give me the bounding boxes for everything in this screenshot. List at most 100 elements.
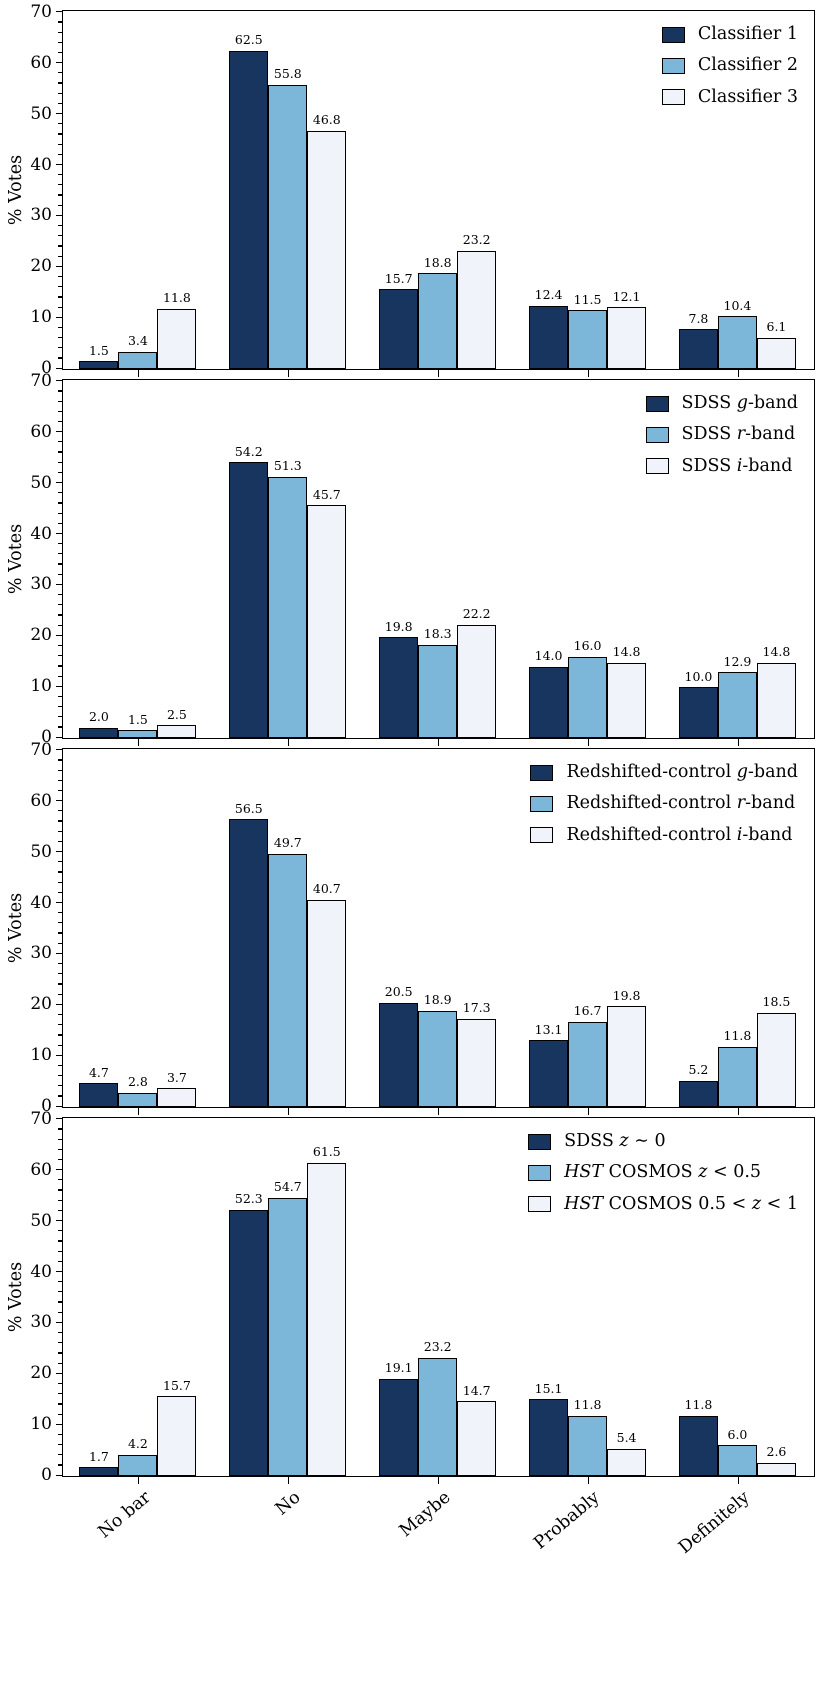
- y-axis-minor-tick: [58, 983, 62, 985]
- y-axis-minor-tick: [58, 820, 62, 822]
- bar-value-label: 17.3: [462, 1000, 491, 1016]
- x-axis-tick: [587, 1477, 589, 1484]
- bar-value-label: 45.7: [312, 486, 341, 502]
- y-axis-minor-tick: [58, 1189, 62, 1191]
- y-axis-minor-tick: [58, 174, 62, 176]
- y-axis-minor-tick: [58, 133, 62, 135]
- bar: [118, 1454, 158, 1476]
- y-axis-minor-tick: [58, 1260, 62, 1262]
- y-axis-minor-tick: [58, 706, 62, 708]
- y-axis-minor-tick: [58, 695, 62, 698]
- y-axis-minor-tick: [58, 942, 62, 944]
- y-axis-tick-label: 30: [30, 1312, 52, 1333]
- bar-value-label: 18.5: [762, 994, 791, 1010]
- y-axis-tick-label: 20: [30, 994, 52, 1015]
- y-axis-minor-tick: [58, 41, 62, 43]
- bar: [457, 1018, 497, 1107]
- y-axis-minor-tick: [58, 1413, 62, 1415]
- bar: [79, 361, 119, 369]
- y-axis-minor-tick: [58, 1301, 62, 1303]
- legend-label: Redshifted-control i-band: [566, 824, 793, 845]
- y-axis-minor-tick: [58, 1128, 62, 1130]
- bar: [756, 1462, 796, 1476]
- bar: [678, 1080, 718, 1107]
- y-axis-minor-tick: [58, 245, 62, 247]
- x-axis-tick-label: No: [271, 1487, 305, 1520]
- legend-label: Classifier 2: [697, 55, 798, 76]
- y-axis-minor-tick: [58, 1240, 62, 1242]
- y-axis-minor-tick: [58, 1199, 62, 1201]
- y-axis-tick-label: 30: [30, 205, 52, 226]
- legend-label: SDSS g-band: [681, 393, 799, 413]
- y-axis-minor-tick: [58, 286, 62, 288]
- y-axis-tick-label: 50: [30, 841, 52, 862]
- bar-value-label: 1.5: [88, 342, 109, 358]
- y-axis-minor-tick: [58, 184, 62, 186]
- y-axis-minor-tick: [58, 830, 62, 832]
- bar-value-label: 1.5: [127, 711, 148, 727]
- bar-value-label: 19.8: [384, 618, 413, 634]
- y-axis-minor-tick: [58, 871, 62, 873]
- y-axis-minor-tick: [58, 1209, 62, 1212]
- x-axis-tick: [288, 1477, 290, 1484]
- y-axis-minor-tick: [58, 1362, 62, 1364]
- x-axis-tick: [437, 739, 440, 746]
- y-axis-minor-tick: [58, 502, 62, 504]
- bar: [678, 1415, 718, 1476]
- bar: [756, 337, 796, 369]
- bar-value-label: 15.1: [534, 1380, 563, 1396]
- bar: [307, 505, 347, 738]
- plot-frame: 1.5 3.4 11.8 62.5 55.8 46.8 15.7 18.8 23.2 12.4 11…: [62, 10, 815, 370]
- bar: [307, 130, 347, 369]
- y-axis-tick: [55, 11, 62, 13]
- x-axis-tick: [437, 370, 440, 377]
- y-axis-tick: [55, 163, 62, 166]
- bar-value-label: 40.7: [312, 881, 341, 897]
- bar: [457, 624, 497, 738]
- bar: [379, 289, 419, 369]
- y-axis-tick: [55, 1474, 62, 1476]
- bar-value-label: 54.7: [273, 1179, 302, 1194]
- y-axis-tick: [55, 634, 62, 636]
- y-axis-tick: [55, 583, 62, 586]
- bar-value-label: 5.4: [616, 1430, 637, 1446]
- y-axis-minor-tick: [58, 1291, 62, 1293]
- bar: [529, 666, 569, 738]
- y-axis-tick-label: 70: [30, 1108, 52, 1129]
- bar: [268, 853, 308, 1107]
- chart-panel-redshifted-control-bands: 4.7 2.8 3.7 56.5 49.7 40.7 20.5 18.9 17.3 13.1 16.…: [0, 741, 830, 1115]
- x-axis-tick: [587, 739, 589, 746]
- bar: [268, 84, 308, 369]
- y-axis-minor-tick: [58, 1332, 62, 1334]
- y-axis-minor-tick: [58, 1044, 62, 1046]
- y-axis-minor-tick: [58, 512, 62, 514]
- bar: [607, 1448, 647, 1476]
- y-axis-minor-tick: [58, 1444, 62, 1446]
- y-axis-minor-tick: [58, 716, 62, 718]
- x-axis-tick: [437, 1477, 440, 1484]
- y-axis-minor-tick: [58, 624, 62, 626]
- y-axis-tick-label: 0: [41, 1465, 52, 1486]
- bar-value-label: 14.0: [534, 648, 563, 664]
- plot-frame: 2.0 1.5 2.5 54.2 51.3 45.7 19.8 18.3 22.2 14.0 16.…: [62, 379, 815, 739]
- bar-value-label: 56.5: [234, 800, 263, 816]
- legend-entry: Redshifted-control g-band: [530, 762, 798, 782]
- legend-swatch: [528, 1196, 552, 1213]
- bar-value-label: 49.7: [273, 835, 302, 851]
- y-axis-minor-tick: [58, 123, 62, 125]
- chart-panel-sdss-bands: 2.0 1.5 2.5 54.2 51.3 45.7 19.8 18.3 22.2 14.0 16.…: [0, 372, 830, 746]
- bar-value-label: 11.8: [723, 1028, 752, 1044]
- bar-value-label: 19.1: [384, 1360, 413, 1376]
- y-axis-minor-tick: [58, 665, 62, 667]
- y-axis-tick-label: 0: [41, 727, 52, 748]
- y-axis-minor-tick: [58, 296, 62, 298]
- x-axis-tick: [737, 1108, 739, 1115]
- bar-value-label: 10.0: [684, 668, 713, 684]
- y-axis-tick: [55, 685, 62, 687]
- x-axis-tick-label: Definitely: [675, 1487, 754, 1558]
- bar-value-label: 18.8: [423, 254, 452, 270]
- y-axis-minor-tick: [58, 614, 62, 616]
- bar-value-label: 61.5: [312, 1144, 341, 1160]
- bar-value-label: 3.4: [127, 333, 148, 349]
- x-axis-tick-label: No bar: [94, 1487, 155, 1543]
